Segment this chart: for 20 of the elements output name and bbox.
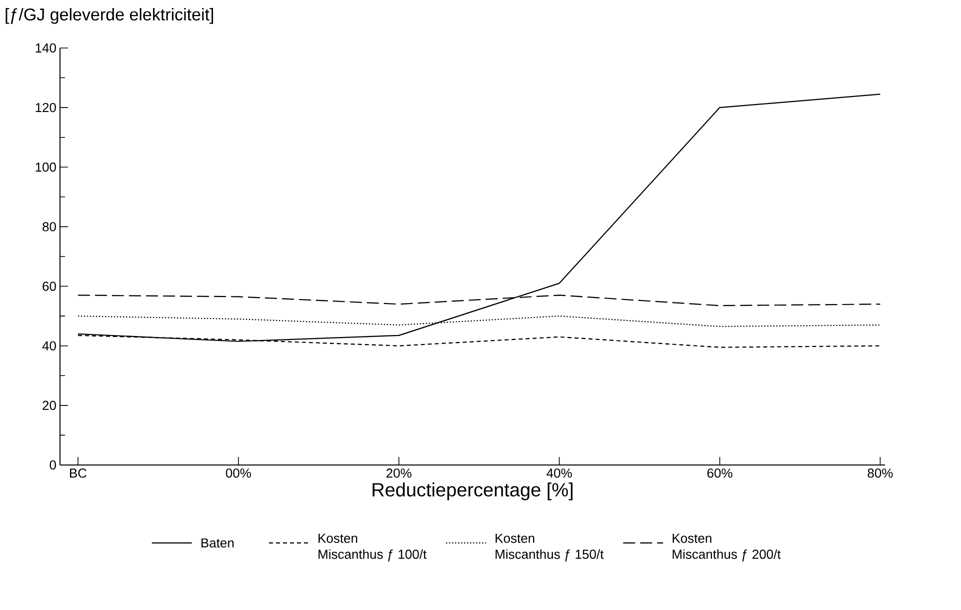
y-tick-label: 60	[42, 282, 56, 291]
y-tick-label: 80	[42, 222, 56, 232]
y-tick-label: 100	[36, 162, 56, 172]
x-tick-label: BC	[70, 468, 87, 478]
y-tick-label: 140	[36, 43, 56, 53]
y-axis-title: [ƒ/GJ geleverde elektriciteit]	[6, 8, 214, 24]
x-tick-label: 80%	[868, 468, 893, 478]
y-tick-label: 40	[42, 341, 56, 350]
x-axis-title: Reductiepercentage [%]	[372, 482, 572, 500]
y-tick-label: 20	[42, 400, 56, 410]
x-tick-label: 20%	[386, 468, 412, 478]
x-tick-label: 60%	[707, 468, 732, 478]
y-tick-label: 0	[50, 460, 56, 470]
legend-label: Kosten Miscanthus ƒ 200/t	[672, 534, 781, 562]
legend-label: Kosten Miscanthus ƒ 150/t	[496, 534, 604, 562]
legend-label: Kosten Miscanthus ƒ 100/t	[318, 534, 427, 562]
legend-label: Baten	[201, 538, 234, 548]
x-tick-label: 40%	[546, 468, 572, 478]
x-tick-label: 00%	[226, 468, 251, 478]
y-tick-label: 120	[36, 102, 56, 112]
